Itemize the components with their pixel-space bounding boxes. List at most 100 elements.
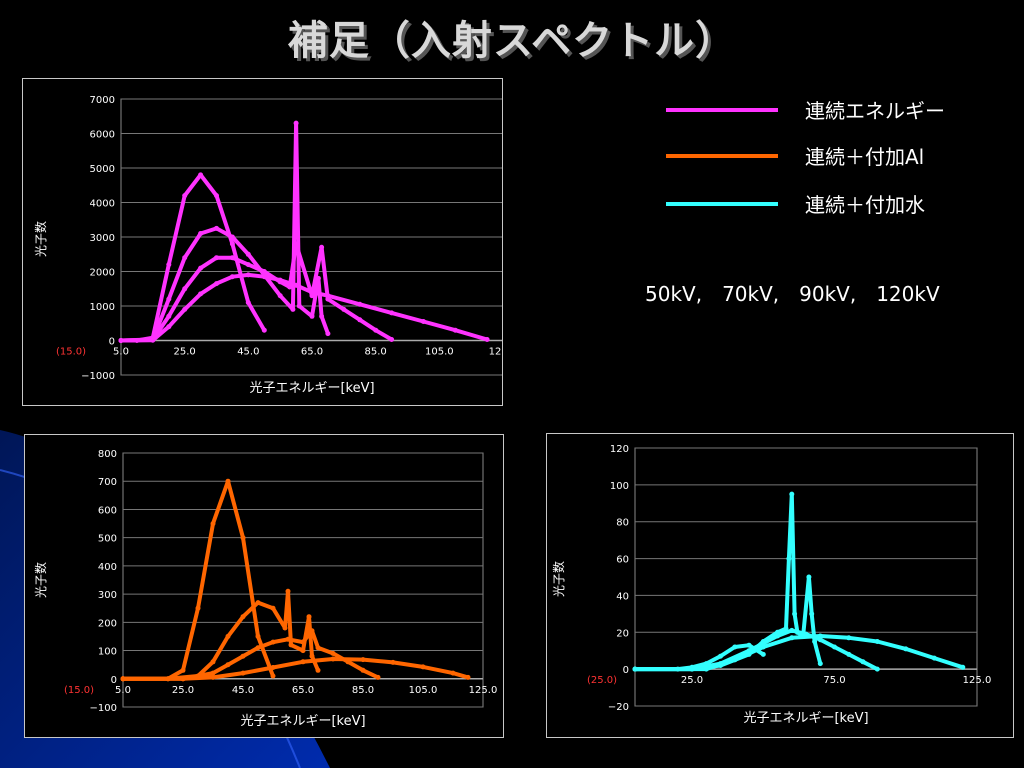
data-point-70kV	[285, 588, 291, 594]
y-tick-label: 4000	[90, 199, 115, 210]
data-point-90kV	[789, 627, 795, 633]
chart-al: 800 700 600 500 400 300 200 100 0 −100 (15.0) 5.0 25…	[33, 449, 497, 729]
y-tick-label: 0	[623, 665, 629, 676]
data-point-90kV	[874, 666, 880, 672]
y-tick-label: 100	[98, 647, 117, 658]
data-point-90kV	[166, 313, 172, 319]
data-point-90kV	[182, 286, 188, 292]
data-point-50kV	[245, 300, 251, 306]
data-point-50kV	[261, 327, 267, 333]
y-tick-label: 100	[610, 481, 629, 492]
data-point-90kV	[373, 327, 379, 333]
data-point-70kV	[789, 491, 795, 497]
y-tick-label: 200	[98, 618, 117, 629]
data-point-50kV	[229, 241, 235, 247]
x-tick-label: 5.0	[115, 685, 131, 696]
y-axis-label: 光子数	[33, 562, 48, 598]
x-tick-label: 25.0	[681, 675, 703, 686]
y-tick-label: 6000	[90, 130, 115, 141]
kv-note: 50kV, 70kV, 90kV, 120kV	[645, 282, 940, 306]
data-point-50kV	[746, 642, 752, 648]
data-point-120kV	[120, 676, 126, 682]
data-point-120kV	[166, 324, 172, 330]
data-point-120kV	[390, 659, 396, 665]
series-line-120kV	[123, 657, 469, 681]
data-point-70kV	[210, 659, 216, 665]
data-point-70kV	[225, 633, 231, 639]
x-tick-label: 75.0	[823, 675, 845, 686]
data-point-50kV	[732, 644, 738, 650]
x-tick-label: 65.0	[301, 347, 323, 358]
data-point-70kV	[166, 296, 172, 302]
data-point-90kV	[300, 639, 306, 645]
data-point-90kV	[225, 662, 231, 668]
data-point-120kV	[760, 644, 766, 650]
data-point-120kV	[277, 277, 283, 283]
data-point-90kV	[270, 639, 276, 645]
data-point-90kV	[214, 255, 219, 261]
data-point-90kV	[330, 650, 336, 656]
x-axis-label: 光子エネルギー[keV]	[743, 711, 868, 726]
data-point-90kV	[309, 628, 315, 634]
data-point-90kV	[360, 667, 366, 673]
data-point-50kV	[195, 605, 201, 611]
data-point-90kV	[245, 262, 251, 268]
x-tick-label: 85.0	[352, 685, 374, 696]
x-tick-label: 105.0	[425, 347, 454, 358]
data-point-90kV	[375, 674, 381, 680]
y-tick-label: −100	[90, 703, 117, 714]
y-tick-label: −1000	[81, 371, 115, 382]
data-point-120kV	[330, 656, 336, 662]
data-point-120kV	[309, 289, 315, 295]
chart-continuous: 7000 6000 5000 4000 3000 2000 1000 0 −1000 (15.0)…	[33, 95, 517, 396]
x-tick-label: 65.0	[292, 685, 314, 696]
data-point-120kV	[484, 337, 490, 342]
legend-swatch	[666, 154, 778, 158]
data-point-70kV	[288, 642, 294, 648]
data-point-120kV	[180, 676, 186, 682]
data-point-120kV	[118, 338, 124, 343]
chart-panel-al: 800 700 600 500 400 300 200 100 0 −100 (15.0) 5.0 25…	[24, 434, 504, 738]
data-point-90kV	[293, 241, 299, 247]
data-point-120kV	[846, 635, 852, 641]
x-tick-label: 105.0	[409, 685, 438, 696]
data-point-50kV	[240, 535, 246, 541]
x-tick-label: 85.0	[365, 347, 387, 358]
data-point-70kV	[293, 120, 299, 126]
y-tick-label: 0	[109, 337, 115, 348]
data-point-70kV	[812, 639, 818, 644]
data-point-90kV	[389, 337, 395, 342]
y-tick-label: 0	[111, 675, 117, 686]
x-tick-label: 125.0	[963, 675, 992, 686]
legend-item-water: 連続＋付加水	[660, 189, 1020, 219]
y-tick-label: 800	[98, 449, 117, 460]
data-point-70kV	[319, 313, 325, 319]
data-point-90kV	[775, 633, 780, 639]
data-point-90kV	[210, 670, 216, 676]
y-tick-label: 2000	[90, 268, 115, 279]
chart-panel-water: 120 100 80 60 40 20 0 −20 (25.0) 25.0 75.0 125.0 光子数…	[546, 433, 1014, 738]
data-point-50kV	[225, 478, 231, 484]
data-point-120kV	[300, 659, 306, 665]
x-tick-label: (25.0)	[587, 675, 617, 686]
data-point-70kV	[817, 661, 823, 667]
x-tick-label: 45.0	[237, 347, 259, 358]
data-point-90kV	[229, 255, 235, 261]
data-point-90kV	[261, 269, 267, 274]
x-tick-label: (15.0)	[64, 685, 94, 696]
y-tick-label: 700	[98, 477, 117, 488]
data-point-70kV	[277, 293, 283, 299]
x-tick-label: 25.0	[174, 347, 196, 358]
legend-item-al: 連続＋付加Al	[660, 141, 1020, 171]
data-point-120kV	[214, 281, 219, 287]
data-point-120kV	[261, 274, 267, 280]
data-point-90kV	[198, 265, 204, 271]
data-point-70kV	[783, 626, 789, 632]
data-point-70kV	[245, 251, 251, 257]
data-point-70kV	[325, 331, 331, 337]
slide-title: 補足（入射スペクトル）	[287, 18, 737, 64]
data-point-90kV	[240, 653, 246, 659]
y-tick-label: 1000	[90, 302, 115, 313]
data-point-70kV	[270, 605, 276, 611]
data-point-50kV	[198, 172, 204, 178]
